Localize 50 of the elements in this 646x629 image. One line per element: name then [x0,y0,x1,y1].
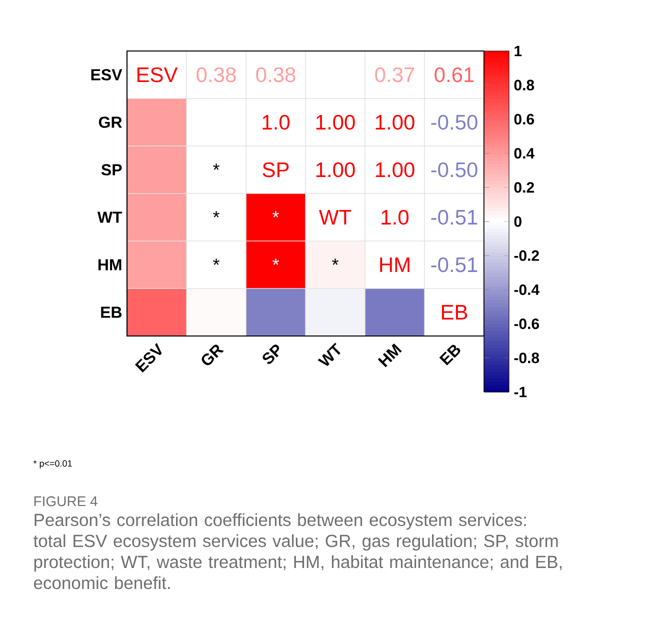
text: 1.0 [262,114,290,130]
text: HM [380,258,410,272]
color-bar-label: 0.2 [514,182,534,193]
y-tick-label: GR [98,116,122,128]
text: 1.00 [316,162,355,178]
text: 0.38 [256,67,296,82]
y-tick-label: SP [101,164,122,176]
text: Pearson’s correlation coefficients between ecosystem services: total ESV ecosystem services value; GR, gas regulation; SP, storm protection; WT, waste treatment; HM, habitat maintenance; and EB, economic benefit. [34,513,562,590]
color-bar-label: -1 [514,386,527,398]
color-bar-label: -0.6 [514,318,540,330]
text: -0.51 [431,257,478,272]
text: SP [262,162,289,178]
text: 0.61 [434,67,474,82]
text: 1.00 [376,114,414,130]
text: 1.00 [316,114,355,130]
text: -0.50 [431,114,478,130]
text: 1.00 [376,162,414,178]
y-tick-label: WT [97,212,122,223]
x-tick-label: SP [262,344,280,364]
text: -0.50 [431,162,478,178]
color-bar-label: 1 [514,46,522,56]
x-tick-label: HM [378,343,402,368]
text: ESV [137,67,178,82]
caption: FIGURE 4 [34,496,98,506]
text: * p<=0.01 [33,460,72,468]
text: 1.0 [382,210,409,225]
color-bar-label: -0.8 [514,352,540,364]
data-label: * [272,258,279,265]
y-tick-label: ESV [91,69,122,80]
data-label: * [332,258,338,265]
x-tick-label: GR [202,344,224,366]
color-bar-label: 0.8 [514,80,534,90]
text: EB [442,305,468,320]
text: WT [319,210,352,224]
x-tick-label: WT [318,342,340,366]
data-label: * [213,258,220,265]
y-tick-label: EB [101,306,122,318]
text: 0.37 [375,67,414,82]
x-tick-label: EB [439,344,460,366]
data-label: * [272,211,279,218]
y-tick-label: HM [98,259,122,270]
data-label: * [213,164,220,170]
color-bar-label: 0 [514,216,522,227]
text: -0.51 [431,210,478,225]
color-bar-label: -0.2 [514,250,539,261]
color-bar-label: 0.4 [514,148,534,159]
color-bar-label: 0.6 [514,114,534,125]
data-label: * [213,211,220,218]
text: 0.38 [196,67,236,82]
color-bar-label: -0.4 [514,284,540,296]
